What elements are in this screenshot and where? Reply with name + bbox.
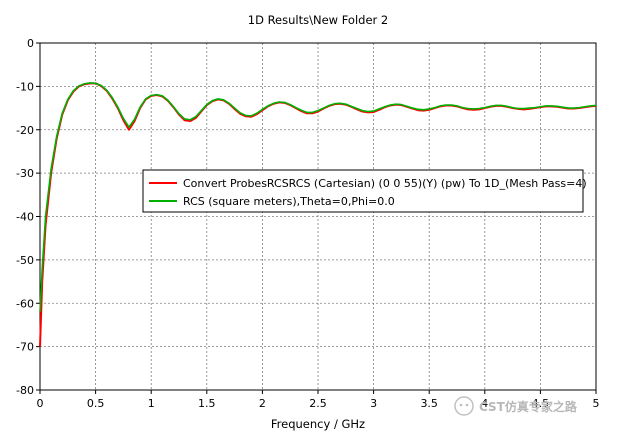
series-line-rcs-square-meters <box>39 82 597 312</box>
x-tick-label: 4 <box>481 397 488 410</box>
wechat-icon-eye-left <box>459 403 463 407</box>
y-tick-label: -80 <box>16 384 34 397</box>
x-tick-label: 4.5 <box>532 397 550 410</box>
legend-entry-rcs-square-meters: RCS (square meters),Theta=0,Phi=0.0 <box>183 195 395 208</box>
x-axis-ticks: 0 0.5 1 1.5 2 2.5 3 3.5 4 4.5 5 <box>37 390 600 410</box>
x-axis-title: Frequency / GHz <box>271 417 365 431</box>
x-tick-label: 2.5 <box>309 397 327 410</box>
watermark-text: CST仿真专家之路 <box>479 399 578 414</box>
y-tick-label: 0 <box>27 37 34 50</box>
x-tick-label: 1 <box>148 397 155 410</box>
legend-entry-convert-probes: Convert ProbesRCSRCS (Cartesian) (0 0 55… <box>183 177 587 190</box>
y-tick-label: -10 <box>16 80 34 93</box>
x-tick-label: 1.5 <box>198 397 216 410</box>
chart-legend: Convert ProbesRCSRCS (Cartesian) (0 0 55… <box>142 169 587 213</box>
legend-box <box>142 169 584 213</box>
watermark: CST仿真专家之路 <box>454 396 578 416</box>
y-tick-label: -70 <box>16 341 34 354</box>
x-tick-label: 2 <box>259 397 266 410</box>
x-tick-label: 5 <box>593 397 600 410</box>
y-tick-label: -40 <box>16 211 34 224</box>
y-tick-label: -60 <box>16 297 34 310</box>
wechat-icon <box>454 396 474 416</box>
series-layer <box>39 82 597 347</box>
x-tick-label: 0 <box>37 397 44 410</box>
chart-title: 1D Results\New Folder 2 <box>248 13 388 27</box>
y-tick-label: -50 <box>16 254 34 267</box>
x-tick-label: 3 <box>370 397 377 410</box>
grid-layer <box>40 43 596 390</box>
x-tick-label: 3.5 <box>420 397 438 410</box>
wechat-icon-eye-right <box>465 403 469 407</box>
y-tick-label: -30 <box>16 167 34 180</box>
y-tick-label: -20 <box>16 124 34 137</box>
x-tick-label: 0.5 <box>87 397 105 410</box>
y-axis-ticks: 0 -10 -20 -30 -40 -50 -60 -70 -80 <box>16 37 40 397</box>
